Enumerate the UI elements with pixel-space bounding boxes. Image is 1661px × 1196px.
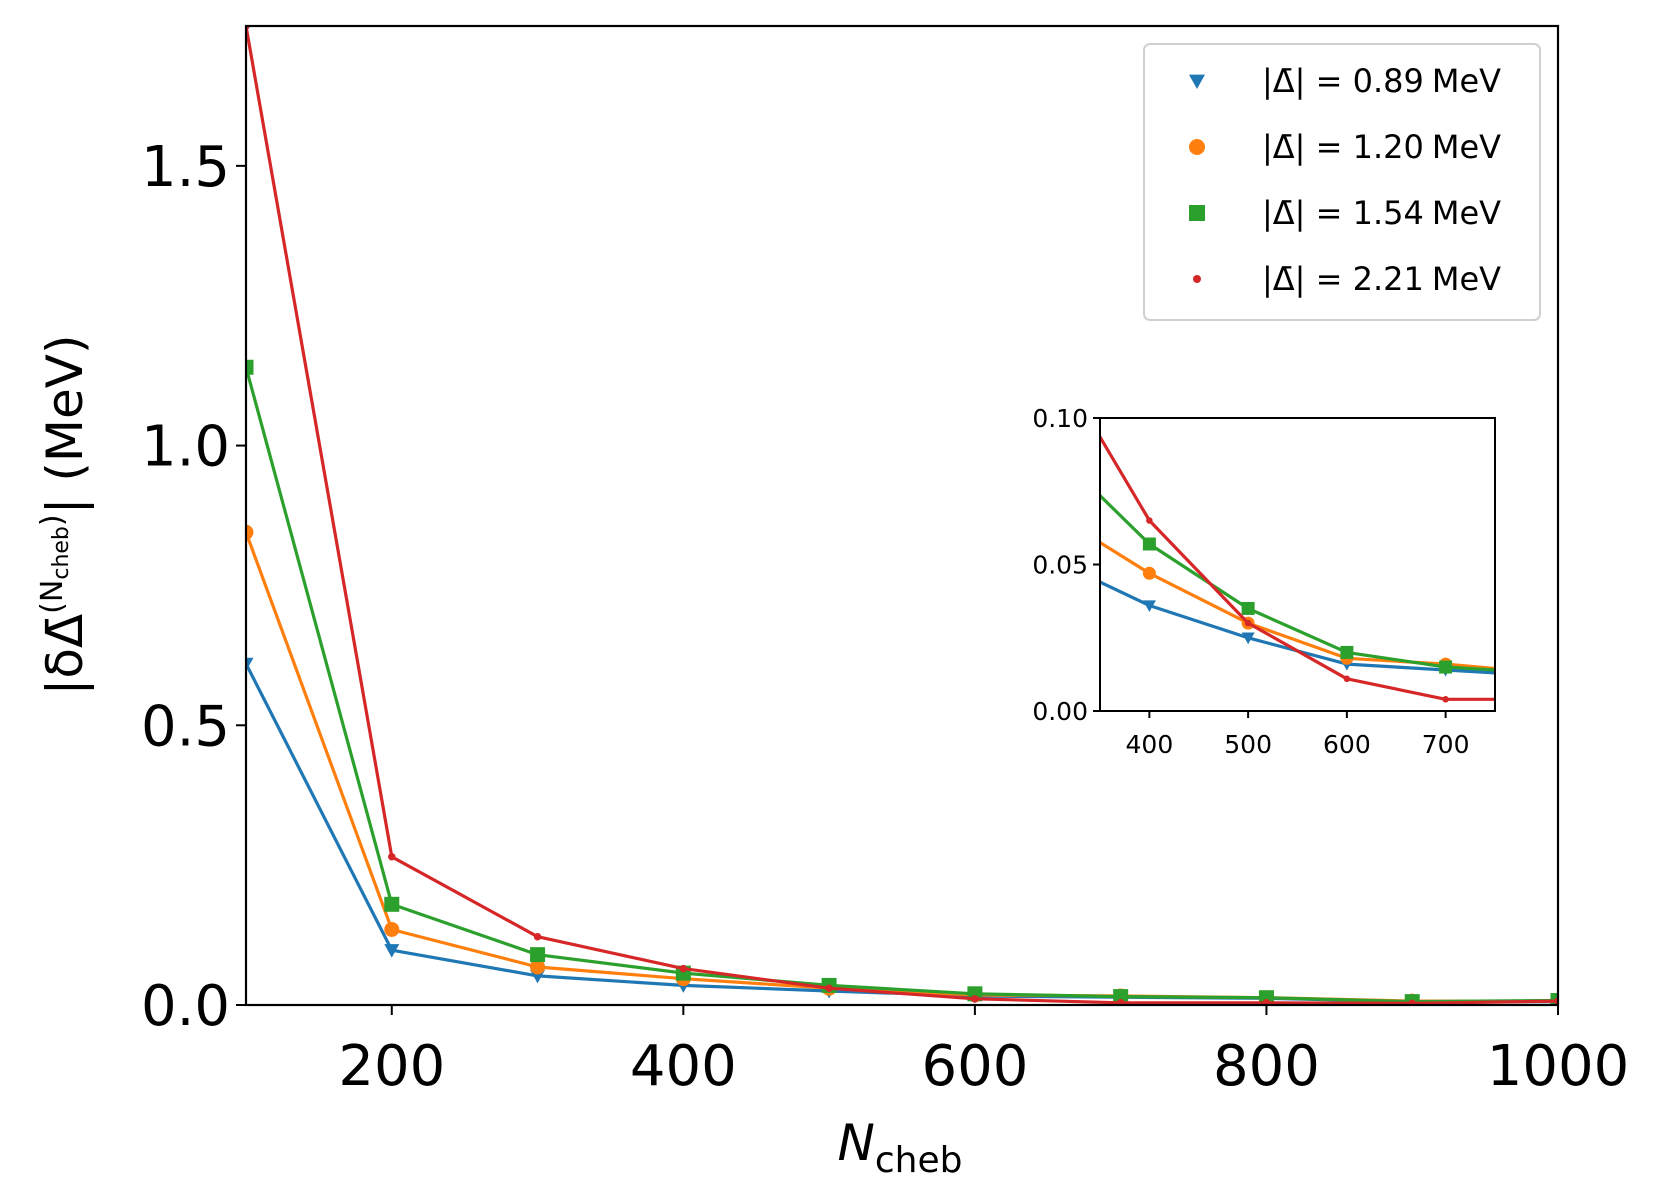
main-data-point-s0-0: [246, 657, 254, 672]
inset-series-line-1: [1100, 540, 1495, 671]
legend-entry-1-unit: MeV: [1432, 128, 1501, 166]
legend-entry-1-prefix: |Δ̄| =: [1262, 128, 1353, 166]
legend-entry-3-value: 2.21: [1353, 260, 1424, 298]
legend-entry-1: |Δ̄| = 1.20 MeV: [1262, 128, 1501, 166]
inset-y-tick-label-1: 0.05: [1032, 551, 1088, 580]
main-data-point-s1-0: [246, 524, 254, 540]
inset-x-tick-label-0: 400: [1126, 730, 1174, 759]
main-y-tick-label-0: 0.0: [141, 974, 230, 1039]
legend-entry-0-value: 0.89: [1353, 62, 1424, 100]
inset-y-tick-label-0: 0.00: [1032, 697, 1088, 726]
inset-data-point-s1-0: [1044, 505, 1057, 518]
legend-marker-2: [1189, 205, 1205, 221]
y-axis-label-sup-close: ): [35, 514, 70, 526]
main-series-line-3: [246, 26, 1558, 1005]
inset-data-point-s2-2: [1241, 601, 1255, 615]
main-x-tick-label-1: 400: [630, 1034, 737, 1099]
legend-entry-3: |Δ̄| = 2.21 MeV: [1262, 260, 1501, 298]
main-series-line-0: [246, 662, 1558, 1004]
inset-series-line-2: [1100, 493, 1495, 672]
main-data-point-s3-7: [1262, 999, 1271, 1005]
main-data-point-s2-6: [1113, 989, 1129, 1005]
legend-marker-0: [1189, 74, 1205, 89]
inset-plot-series: [1044, 350, 1551, 703]
legend-entry-0-unit: MeV: [1432, 62, 1501, 100]
inset-data-point-s2-3: [1340, 645, 1354, 659]
legend: |Δ̄| = 0.89 MeV |Δ̄| = 1.20 MeV |Δ̄| = 1.5…: [1143, 43, 1541, 321]
main-y-tick-label-2: 1.0: [141, 415, 230, 480]
inset-axes: 400 500 600 700 0.00 0.05 0.10: [1032, 404, 1469, 759]
legend-entry-0: |Δ̄| = 0.89 MeV: [1262, 62, 1501, 100]
inset-data-point-s2-4: [1439, 660, 1453, 674]
main-x-tick-label-4: 1000: [1487, 1034, 1630, 1099]
main-data-point-s3-1: [388, 853, 396, 861]
main-x-tick-label-3: 800: [1213, 1034, 1320, 1099]
inset-data-point-s2-0: [1044, 441, 1057, 454]
inset-data-point-s3-1: [1146, 517, 1153, 524]
inset-data-point-s2-5: [1538, 666, 1551, 679]
legend-entry-2-unit: MeV: [1432, 194, 1501, 232]
main-data-point-s1-1: [384, 921, 400, 937]
main-data-point-s0-1: [384, 944, 400, 958]
main-plot-frame: [244, 24, 1560, 1007]
main-data-point-s3-8: [1408, 999, 1416, 1005]
x-axis-label-main: N: [837, 1114, 874, 1172]
main-data-point-s1-2: [530, 959, 546, 975]
inset-data-point-s0-5: [1538, 671, 1551, 683]
main-axes: 200 400 600 800 1000 0.0 0.5 1.0 1.5: [141, 135, 1629, 1099]
legend-box: [1143, 43, 1541, 321]
legend-entry-2: |Δ̄| = 1.54 MeV: [1262, 194, 1501, 232]
main-y-tick-label-3: 1.5: [141, 135, 230, 200]
inset-data-point-s3-0: [1047, 350, 1054, 357]
inset-series-line-3: [1100, 433, 1495, 701]
x-axis-label: Ncheb: [837, 1114, 962, 1181]
inset-x-tick-label-1: 500: [1224, 730, 1272, 759]
main-x-tick-label-2: 600: [921, 1034, 1028, 1099]
inset-data-point-s3-3: [1343, 675, 1351, 683]
legend-entry-3-unit: MeV: [1432, 260, 1501, 298]
main-data-point-s3-2: [533, 932, 542, 941]
inset-data-point-s0-1: [1142, 600, 1156, 613]
main-x-tick-label-0: 200: [338, 1034, 445, 1099]
inset-data-point-s2-1: [1142, 537, 1156, 551]
main-data-point-s3-6: [1116, 999, 1125, 1005]
main-data-point-s3-3: [679, 964, 688, 973]
legend-marker-1: [1189, 139, 1205, 155]
y-axis-label: |δΔ̄(Ncheb)| (MeV): [35, 335, 94, 696]
main-y-tick-label-1: 0.5: [141, 694, 230, 759]
x-axis-label-sub: cheb: [875, 1140, 963, 1181]
main-data-point-s2-2: [530, 947, 546, 963]
legend-marker-3: [1193, 275, 1201, 283]
inset-data-point-s1-1: [1142, 566, 1156, 580]
main-data-point-s3-5: [971, 995, 979, 1003]
inset-x-tick-label-2: 600: [1323, 730, 1371, 759]
y-axis-label-sup-n: (N: [35, 580, 70, 614]
main-series-line-2: [246, 366, 1558, 1004]
main-data-point-s2-1: [384, 896, 400, 912]
inset-data-point-s3-2: [1244, 619, 1252, 627]
inset-data-point-s1-5: [1538, 666, 1551, 679]
y-axis-label-suffix: | (MeV): [36, 335, 94, 515]
inset-data-point-s3-5: [1541, 696, 1548, 703]
inset-data-point-s0-2: [1241, 632, 1255, 645]
main-data-point-s2-0: [246, 359, 254, 375]
inset-y-tick-label-2: 0.10: [1032, 404, 1088, 433]
legend-markers: [1189, 74, 1205, 283]
inset-data-point-s3-4: [1442, 696, 1449, 703]
legend-entry-0-prefix: |Δ̄| =: [1262, 62, 1353, 100]
legend-entry-1-value: 1.20: [1353, 128, 1424, 166]
legend-entry-2-value: 1.54: [1353, 194, 1424, 232]
y-axis-label-prefix: |δΔ̄: [36, 614, 94, 696]
main-plot-series: [246, 26, 1558, 1005]
main-data-point-s2-9: [1550, 993, 1558, 1005]
main-data-point-s3-4: [825, 984, 833, 992]
legend-entry-2-prefix: |Δ̄| =: [1262, 194, 1353, 232]
inset-x-tick-label-3: 700: [1422, 730, 1470, 759]
y-axis-label-sup-sub: cheb: [49, 526, 74, 580]
legend-entry-3-prefix: |Δ̄| =: [1262, 260, 1353, 298]
